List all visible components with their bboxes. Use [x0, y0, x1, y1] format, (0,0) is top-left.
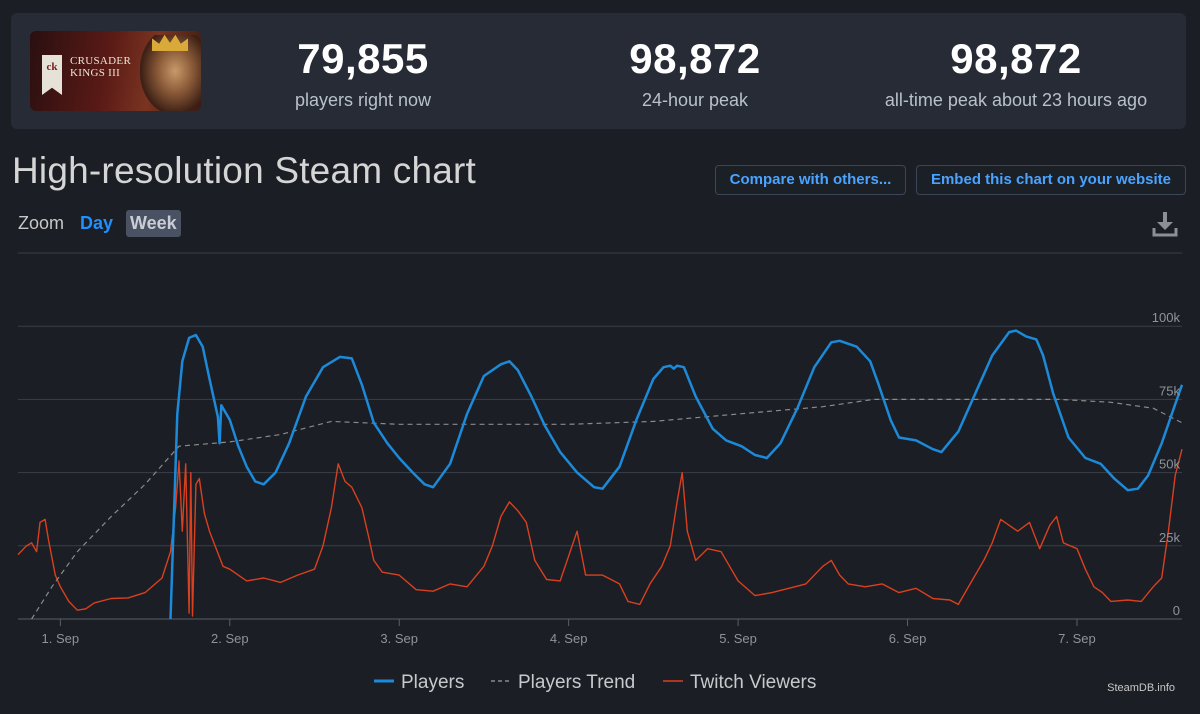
peak-all-label: all-time peak about 23 hours ago — [884, 90, 1148, 110]
y-tick-label: 0 — [1173, 603, 1180, 618]
peak-24h-value: 98,872 — [629, 35, 761, 82]
chart-grid — [18, 252, 1182, 626]
y-tick-label: 25k — [1159, 530, 1180, 545]
zoom-day-button[interactable]: Day — [80, 213, 114, 233]
chart-legend[interactable]: Players Players Trend Twitch Viewers — [374, 672, 816, 693]
legend-item[interactable]: Twitch Viewers — [690, 672, 816, 693]
embed-button[interactable]: Embed this chart on your website — [916, 165, 1186, 195]
y-tick-label: 75k — [1159, 383, 1180, 398]
players-now-label: players right now — [294, 90, 432, 110]
page-title: High-resolution Steam chart — [12, 150, 476, 191]
x-tick-label: 3. Sep — [380, 631, 418, 646]
series-line-twitch-viewers — [17, 449, 1183, 617]
y-tick-label: 100k — [1152, 310, 1181, 325]
game-logo[interactable]: ck CRUSADER KINGS III — [30, 31, 201, 111]
zoom-week-button[interactable]: Week — [126, 210, 181, 237]
peak-24h-label: 24-hour peak — [641, 90, 749, 110]
stat-all-time-peak: 98,872 all-time peak about 23 hours ago — [851, 35, 1181, 111]
x-tick-label: 1. Sep — [42, 631, 80, 646]
peak-all-value: 98,872 — [950, 35, 1082, 82]
series-line-players — [169, 329, 1184, 620]
stats-panel: ck CRUSADER KINGS III 79,855 players rig… — [11, 13, 1186, 129]
x-tick-label: 6. Sep — [889, 631, 927, 646]
x-tick-label: 5. Sep — [719, 631, 757, 646]
y-tick-label: 50k — [1159, 457, 1180, 472]
series-line-players-trend — [31, 398, 1183, 620]
emblem-icon: ck — [42, 55, 62, 95]
player-chart[interactable]: 0 25k 50k 75k 100k 1. Sep 2. Sep 3. Sep 4. Sep 5.… — [0, 240, 1200, 714]
watermark: SteamDB.info — [1107, 682, 1175, 694]
chart-series — [17, 329, 1184, 620]
stat-players-now: 79,855 players right now — [243, 35, 483, 111]
legend-item[interactable]: Players Trend — [518, 672, 635, 693]
zoom-label: Zoom — [18, 213, 65, 233]
compare-button[interactable]: Compare with others... — [715, 165, 906, 195]
x-tick-label: 4. Sep — [550, 631, 588, 646]
x-tick-label: 2. Sep — [211, 631, 249, 646]
download-icon[interactable] — [1152, 210, 1178, 238]
stat-24h-peak: 98,872 24-hour peak — [575, 35, 815, 111]
legend-item[interactable]: Players — [401, 672, 464, 693]
players-now-value: 79,855 — [297, 35, 429, 82]
game-logo-text: CRUSADER KINGS III — [70, 55, 132, 79]
x-tick-label: 7. Sep — [1058, 631, 1096, 646]
chart-ticks: 0 25k 50k 75k 100k 1. Sep 2. Sep 3. Sep 4. Sep 5.… — [42, 310, 1181, 646]
